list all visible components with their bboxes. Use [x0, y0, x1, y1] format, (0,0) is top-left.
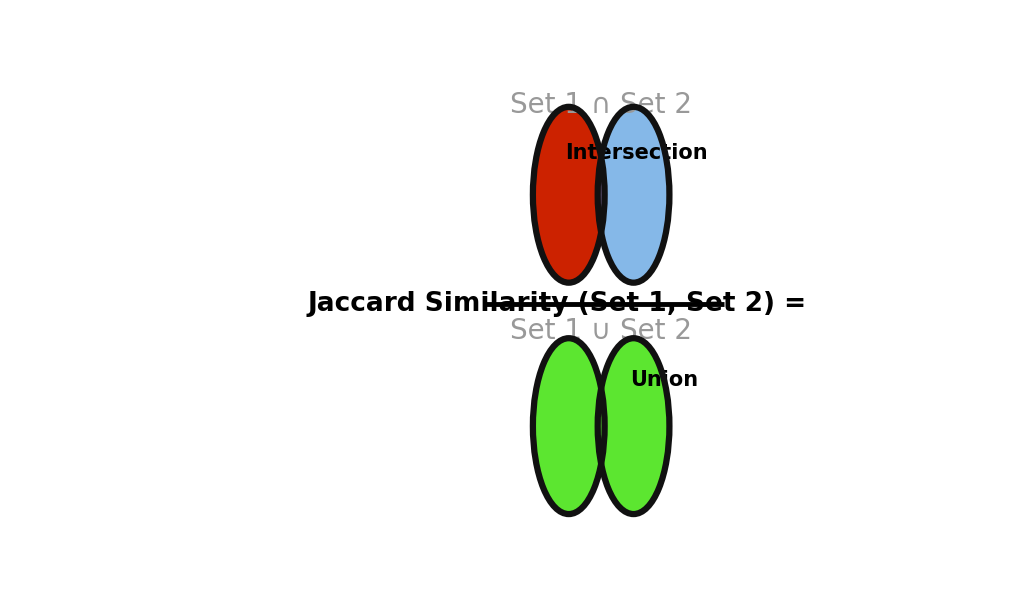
- Text: Union: Union: [630, 370, 698, 390]
- Text: Set 1 ∪ Set 2: Set 1 ∪ Set 2: [510, 317, 692, 345]
- Text: Jaccard Similarity (Set 1, Set 2) =: Jaccard Similarity (Set 1, Set 2) =: [307, 290, 807, 317]
- Text: Intersection: Intersection: [565, 143, 708, 163]
- Ellipse shape: [532, 107, 604, 282]
- Ellipse shape: [532, 338, 604, 514]
- Ellipse shape: [598, 107, 670, 282]
- Ellipse shape: [532, 107, 604, 282]
- Ellipse shape: [598, 338, 670, 514]
- Text: Set 1 ∩ Set 2: Set 1 ∩ Set 2: [510, 91, 692, 118]
